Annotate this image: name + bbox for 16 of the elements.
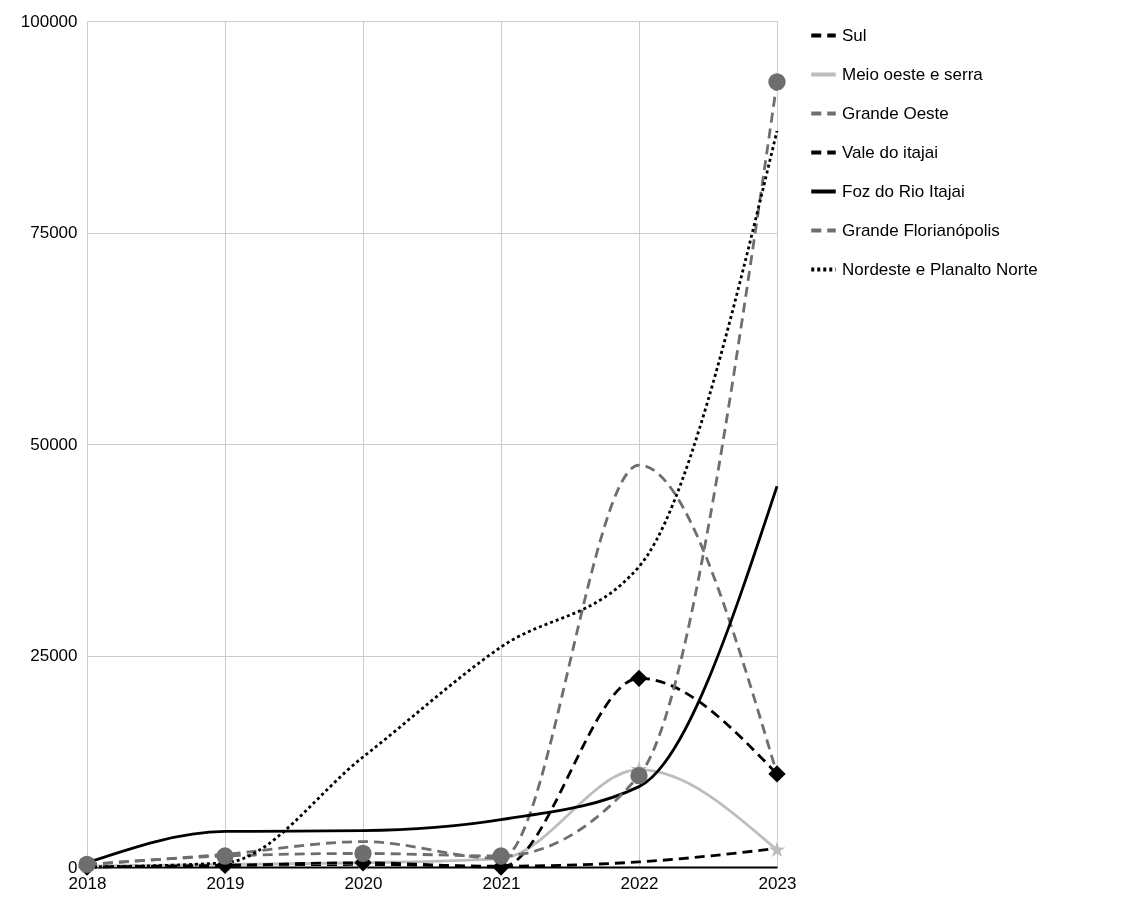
y-tick-label: 50000	[30, 434, 78, 454]
legend-label: Grande Florianópolis	[842, 220, 1000, 240]
x-tick-label: 2020	[344, 873, 383, 893]
y-tick-label: 25000	[30, 646, 78, 665]
legend-label: Grande Oeste	[842, 103, 949, 123]
x-tick-label: 2021	[482, 873, 521, 893]
legend-label: Sul	[842, 25, 867, 45]
legend-label: Meio oeste e serra	[842, 64, 984, 84]
x-tick-label: 2022	[620, 873, 659, 893]
legend-label: Vale do itajai	[842, 142, 939, 162]
y-tick-label: 75000	[30, 223, 78, 242]
legend-label: Foz do Rio Itajai	[842, 181, 965, 201]
x-tick-label: 2019	[206, 873, 245, 893]
legend-label: Nordeste e Planalto Norte	[842, 259, 1038, 279]
y-tick-label: 100000	[20, 11, 78, 31]
x-tick-label: 2023	[758, 873, 797, 893]
